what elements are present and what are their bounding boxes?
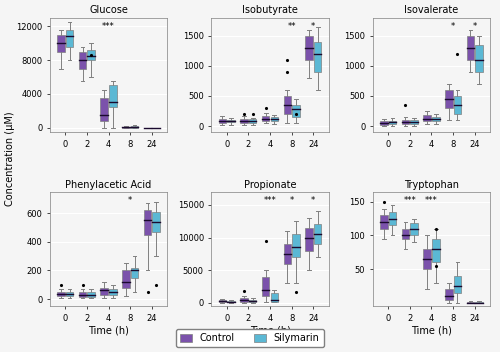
FancyBboxPatch shape — [466, 302, 474, 303]
Text: ***: *** — [264, 196, 276, 205]
Text: *: * — [472, 22, 477, 31]
FancyBboxPatch shape — [152, 212, 160, 232]
FancyBboxPatch shape — [78, 51, 86, 69]
FancyBboxPatch shape — [445, 289, 452, 300]
FancyBboxPatch shape — [305, 228, 313, 251]
FancyBboxPatch shape — [78, 292, 86, 297]
FancyBboxPatch shape — [410, 120, 418, 124]
FancyBboxPatch shape — [249, 119, 256, 123]
FancyBboxPatch shape — [262, 277, 270, 296]
FancyBboxPatch shape — [466, 36, 474, 60]
FancyBboxPatch shape — [100, 98, 108, 121]
FancyBboxPatch shape — [432, 117, 440, 121]
FancyBboxPatch shape — [240, 119, 248, 123]
FancyBboxPatch shape — [476, 45, 483, 72]
FancyBboxPatch shape — [144, 210, 152, 235]
FancyBboxPatch shape — [57, 292, 64, 296]
FancyBboxPatch shape — [284, 96, 291, 114]
FancyBboxPatch shape — [227, 301, 235, 302]
FancyBboxPatch shape — [476, 302, 483, 303]
FancyBboxPatch shape — [100, 288, 108, 295]
FancyBboxPatch shape — [454, 276, 462, 293]
FancyBboxPatch shape — [410, 224, 418, 235]
Text: ***: *** — [404, 196, 416, 205]
FancyBboxPatch shape — [402, 120, 409, 124]
FancyBboxPatch shape — [57, 34, 64, 51]
FancyBboxPatch shape — [122, 127, 130, 128]
Title: Phenylacetic Acid: Phenylacetic Acid — [66, 180, 152, 189]
FancyBboxPatch shape — [66, 30, 74, 47]
FancyBboxPatch shape — [424, 115, 431, 121]
Text: ***: *** — [425, 196, 438, 205]
FancyBboxPatch shape — [66, 292, 74, 296]
FancyBboxPatch shape — [227, 120, 235, 122]
FancyBboxPatch shape — [218, 300, 226, 302]
FancyBboxPatch shape — [130, 268, 138, 278]
FancyBboxPatch shape — [292, 234, 300, 257]
Text: *: * — [290, 196, 294, 205]
FancyBboxPatch shape — [122, 270, 130, 288]
FancyBboxPatch shape — [305, 36, 313, 60]
FancyBboxPatch shape — [130, 126, 138, 128]
Text: Concentration (μM): Concentration (μM) — [5, 111, 15, 206]
FancyBboxPatch shape — [249, 300, 256, 302]
FancyBboxPatch shape — [292, 105, 300, 117]
FancyBboxPatch shape — [424, 249, 431, 269]
FancyBboxPatch shape — [284, 244, 291, 264]
X-axis label: Time (h): Time (h) — [88, 326, 129, 336]
FancyBboxPatch shape — [88, 50, 95, 60]
Title: Isovalerate: Isovalerate — [404, 5, 458, 15]
Text: **: ** — [288, 22, 296, 31]
FancyBboxPatch shape — [432, 239, 440, 263]
FancyBboxPatch shape — [388, 121, 396, 124]
Text: *: * — [311, 196, 316, 205]
FancyBboxPatch shape — [402, 229, 409, 239]
Text: *: * — [128, 196, 132, 205]
Title: Isobutyrate: Isobutyrate — [242, 5, 298, 15]
FancyBboxPatch shape — [218, 119, 226, 123]
FancyBboxPatch shape — [380, 215, 388, 229]
FancyBboxPatch shape — [380, 121, 388, 125]
FancyBboxPatch shape — [314, 42, 322, 72]
Title: Glucose: Glucose — [89, 5, 128, 15]
Title: Propionate: Propionate — [244, 180, 296, 189]
FancyBboxPatch shape — [454, 96, 462, 114]
Title: Tryptophan: Tryptophan — [404, 180, 459, 189]
FancyBboxPatch shape — [240, 298, 248, 302]
Text: *: * — [451, 22, 456, 31]
FancyBboxPatch shape — [109, 86, 116, 107]
Legend: Control, Silymarin: Control, Silymarin — [176, 329, 324, 347]
FancyBboxPatch shape — [88, 292, 95, 297]
X-axis label: Time (h): Time (h) — [411, 326, 452, 336]
FancyBboxPatch shape — [262, 117, 270, 121]
X-axis label: Time (h): Time (h) — [250, 326, 290, 336]
FancyBboxPatch shape — [388, 212, 396, 225]
FancyBboxPatch shape — [270, 117, 278, 121]
Text: ***: *** — [102, 22, 115, 31]
FancyBboxPatch shape — [314, 225, 322, 244]
FancyBboxPatch shape — [109, 289, 116, 295]
FancyBboxPatch shape — [270, 293, 278, 302]
Text: *: * — [311, 22, 316, 31]
FancyBboxPatch shape — [445, 90, 452, 108]
